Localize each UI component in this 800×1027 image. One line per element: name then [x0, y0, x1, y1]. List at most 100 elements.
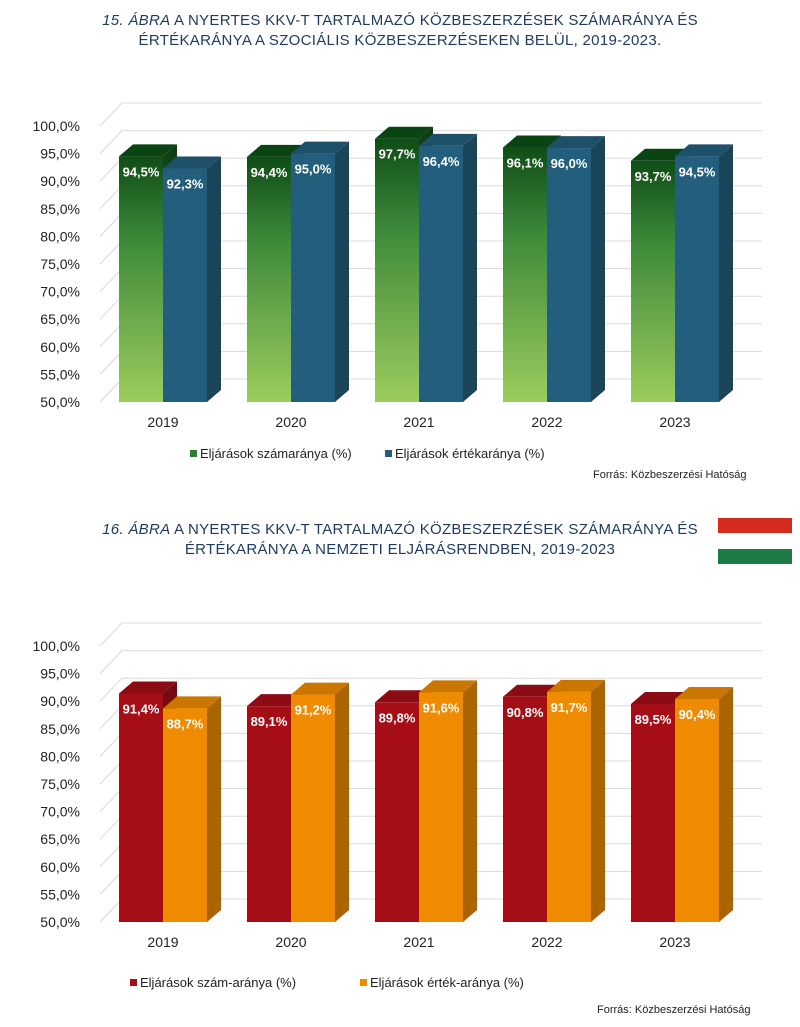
- gridline-side: [99, 705, 123, 730]
- data-label: 91,4%: [123, 701, 160, 716]
- y-tick-label: 60,0%: [40, 339, 80, 355]
- data-label: 94,5%: [123, 164, 160, 179]
- y-tick-label: 50,0%: [40, 914, 80, 930]
- y-tick-label: 85,0%: [40, 721, 80, 737]
- chart-2-figure-number: 16. ábra: [102, 521, 171, 538]
- bar-top: [291, 141, 349, 154]
- bar-front: [419, 692, 463, 922]
- data-label: 95,0%: [295, 162, 332, 177]
- bar-front: [675, 698, 719, 922]
- y-tick-label: 70,0%: [40, 804, 80, 820]
- data-label: 90,4%: [679, 707, 716, 722]
- bar-top: [247, 144, 305, 157]
- y-tick-label: 100,0%: [33, 638, 80, 654]
- bar-front: [163, 168, 207, 402]
- bar-top: [119, 144, 177, 157]
- x-tick-label: 2021: [403, 414, 434, 430]
- bar-front: [675, 156, 719, 402]
- bar-top: [547, 136, 605, 149]
- bar-top: [675, 144, 733, 157]
- y-tick-label: 90,0%: [40, 693, 80, 709]
- gridline-side: [99, 760, 123, 785]
- chart-2-source: Forrás: Közbeszerzési Hatóság: [597, 1004, 751, 1016]
- bar: [291, 682, 349, 922]
- bar-side: [719, 144, 733, 403]
- chart-1: 50,0% 55,0% 60,0% 65,0% 70,0% 75,0% 80,0% 85,0%…: [33, 102, 762, 461]
- bar-front: [419, 145, 463, 402]
- bar-front: [631, 703, 675, 922]
- legend-label: Eljárások szám-aránya (%): [140, 975, 296, 990]
- bar-front: [375, 702, 419, 922]
- bar-top: [163, 156, 221, 169]
- x-tick-label: 2021: [403, 934, 434, 950]
- bar-side: [463, 680, 477, 922]
- data-label: 89,8%: [379, 710, 416, 725]
- chart-2: 50,0% 55,0% 60,0% 65,0% 70,0% 75,0% 80,0% 85,0%…: [33, 622, 762, 990]
- gridline-side: [99, 788, 123, 812]
- data-label: 92,3%: [167, 177, 204, 192]
- bar-front: [375, 138, 419, 403]
- y-tick-label: 95,0%: [40, 146, 80, 162]
- data-label: 90,8%: [507, 705, 544, 720]
- hungarian-flag-icon: [718, 518, 792, 564]
- bar: [675, 144, 733, 403]
- y-tick-label: 55,0%: [40, 366, 80, 382]
- bar: [547, 136, 605, 402]
- data-label: 97,7%: [379, 147, 416, 162]
- gridline-side: [99, 268, 123, 292]
- chart-2-title-line1: A NYERTES KKV-T TARTALMAZÓ KÖZBESZERZÉSE…: [170, 521, 698, 538]
- bar-front: [247, 156, 291, 402]
- bar-top: [247, 694, 305, 707]
- bar-top: [675, 686, 733, 699]
- bar-front: [291, 694, 335, 922]
- gridline-side: [99, 843, 123, 868]
- x-tick-label: 2023: [659, 934, 690, 950]
- y-tick-label: 95,0%: [40, 666, 80, 682]
- bar: [547, 679, 605, 922]
- bar: [419, 680, 477, 922]
- bar: [163, 696, 221, 922]
- y-tick-label: 65,0%: [40, 311, 80, 327]
- data-label: 91,2%: [295, 703, 332, 718]
- x-tick-label: 2022: [531, 934, 562, 950]
- y-tick-label: 65,0%: [40, 831, 80, 847]
- chart-2-title-line2: ÉRTÉKARÁNYA A NEMZETI ELJÁRÁSRENDBEN, 20…: [184, 541, 616, 558]
- x-tick-label: 2023: [659, 414, 690, 430]
- flag-stripe-white: [718, 533, 792, 549]
- legend-label: Eljárások számaránya (%): [200, 446, 352, 461]
- bar-front: [119, 693, 163, 922]
- gridline-side: [99, 815, 123, 840]
- bar-side: [207, 156, 221, 402]
- bar-front: [503, 147, 547, 402]
- gridline-side: [99, 213, 123, 237]
- bar: [291, 141, 349, 402]
- flag-stripe-green: [718, 548, 792, 564]
- legend-swatch: [360, 979, 367, 986]
- bar-top: [631, 148, 689, 161]
- gridline-side: [99, 323, 123, 348]
- y-tick-label: 85,0%: [40, 201, 80, 217]
- bar-top: [291, 682, 349, 695]
- bar-top: [547, 679, 605, 692]
- bar-front: [547, 691, 591, 922]
- chart-1-title-line1: A NYERTES KKV-T TARTALMAZÓ KÖZBESZERZÉSE…: [170, 12, 698, 29]
- bar-top: [419, 680, 477, 693]
- chart-1-title-line2: ÉRTÉKARÁNYA A SZOCIÁLIS KÖZBESZERZÉSEKEN…: [138, 32, 662, 49]
- gridline-side: [99, 130, 123, 154]
- data-label: 96,1%: [507, 156, 544, 171]
- legend-swatch: [385, 450, 392, 457]
- bar-top: [631, 691, 689, 704]
- data-label: 88,7%: [167, 716, 204, 731]
- x-tick-label: 2020: [275, 934, 306, 950]
- x-tick-label: 2022: [531, 414, 562, 430]
- data-label: 96,0%: [551, 156, 588, 171]
- bar-front: [119, 156, 163, 402]
- gridline-side: [99, 622, 123, 647]
- bar-top: [503, 135, 561, 148]
- data-label: 94,5%: [679, 164, 716, 179]
- data-label: 91,6%: [423, 700, 460, 715]
- bar: [419, 133, 477, 402]
- bar-front: [163, 708, 207, 922]
- data-label: 89,5%: [635, 712, 672, 727]
- chart-1-title: 15. ábra A NYERTES KKV-T TARTALMAZÓ KÖZB…: [0, 11, 800, 51]
